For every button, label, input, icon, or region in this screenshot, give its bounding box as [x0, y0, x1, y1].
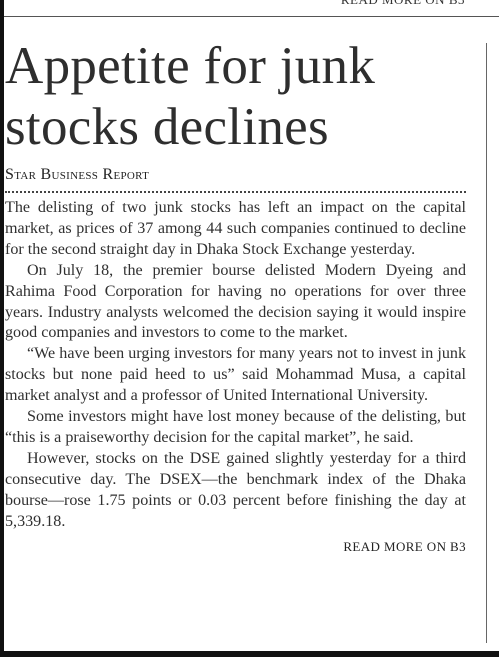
headline: Appetite for junk stocks declines: [5, 37, 376, 156]
paragraph-1: The delisting of two junk stocks has lef…: [5, 199, 466, 258]
top-divider: [4, 16, 499, 17]
page-bottom-edge: [0, 651, 499, 657]
byline: Star Business Report: [5, 166, 150, 183]
article: Appetite for junk stocks declines Star B…: [5, 36, 466, 555]
article-body: The delisting of two junk stocks has lef…: [5, 198, 466, 533]
dotted-divider: [5, 191, 466, 193]
column-divider: [486, 43, 487, 643]
paragraph-2: On July 18, the premier bourse delisted …: [5, 261, 466, 342]
paragraph-3: “We have been urging investors for many …: [5, 345, 466, 405]
paragraph-5: However, stocks on the DSE gained slight…: [5, 449, 466, 530]
read-more-link[interactable]: READ MORE ON B3: [343, 538, 466, 554]
paragraph-4: Some investors might have lost money bec…: [5, 408, 466, 446]
top-read-more-teaser: READ MORE ON B3: [341, 0, 465, 8]
page-left-edge: [0, 0, 4, 657]
